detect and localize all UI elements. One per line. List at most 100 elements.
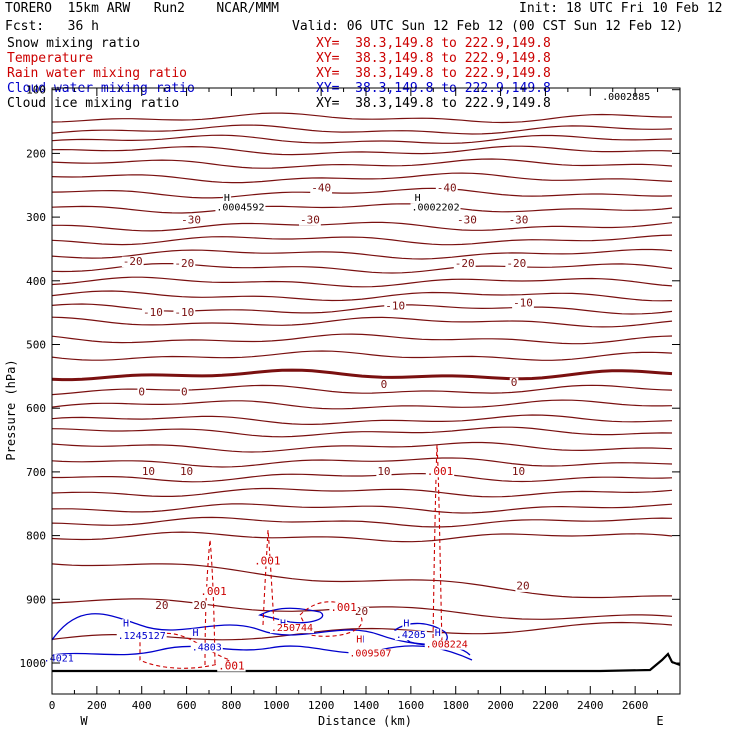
temperature-label-bg (512, 298, 534, 309)
y-tick-label: 300 (26, 211, 46, 224)
temperature-label-bg (515, 581, 531, 592)
x-tick-label: 0 (49, 699, 56, 712)
rain-water-contour (299, 601, 363, 637)
x-tick-label: 800 (221, 699, 241, 712)
rain-max-label-bg (355, 635, 364, 645)
contour-labels: -40 -40-30 -30 -30 -30-20 -20 -20 -20-10 -10 -10-… (42, 92, 652, 672)
cloud-water-label: H (403, 619, 409, 630)
rain-label-bg (425, 466, 455, 478)
temperature-label: 0 (511, 376, 518, 389)
snow-max-label-bg (222, 193, 231, 204)
isotherm-line (51, 158, 673, 169)
rain-label-bg (217, 661, 246, 672)
x-end-label-east: E (656, 714, 663, 728)
temperature-label-bg (192, 600, 208, 612)
isotherm-line (52, 221, 673, 232)
y-tick-label: 500 (26, 339, 46, 352)
legend-label-snow: Snow mixing ratio (7, 36, 141, 51)
cloud-water-label-bg (190, 642, 223, 653)
temperature-label: -30 (509, 213, 529, 226)
isotherm-line (51, 134, 673, 144)
cloud-water-contour (51, 645, 473, 661)
temperature-label: 0 (381, 378, 388, 391)
rain-label-bg (199, 586, 228, 598)
isotherm-line (51, 333, 673, 345)
y-tick-label: 600 (26, 402, 46, 415)
temperature-label-bg (178, 466, 195, 478)
rain-max-label-bg (424, 640, 469, 650)
cloud-water-label: H (193, 628, 199, 639)
cloud-water-label: .4803 (192, 642, 222, 653)
temperature-label-bg (142, 307, 164, 319)
rain-label: .001 (218, 659, 245, 672)
isotherm-line (51, 290, 673, 302)
temperature-label-bg (453, 258, 476, 269)
temperature-label-bg (379, 379, 389, 391)
x-tick-label: 1800 (442, 699, 469, 712)
temperature-label: 0 (138, 385, 145, 398)
legend-xy-snow: XY= 38.3,149.8 to 222.9,149.8 (316, 36, 551, 51)
isotherm-line (51, 145, 673, 156)
temperature-label-bg (509, 377, 519, 389)
valid-time: Valid: 06 UTC Sun 12 Feb 12 (00 CST Sun … (292, 19, 684, 34)
temperature-label-bg (137, 387, 147, 398)
temperature-label: 10 (377, 465, 390, 478)
snow-max-label: H (415, 193, 421, 204)
legend-xy-rain: XY= 38.3,149.8 to 222.9,149.8 (316, 66, 551, 81)
isotherm-line (51, 503, 673, 514)
x-tick-label: 2000 (487, 699, 514, 712)
y-tick-label: 800 (26, 530, 46, 543)
rain-max-label-bg (348, 649, 393, 659)
snow-max-label-bg (413, 193, 422, 204)
rain-label: .001 (254, 554, 281, 567)
x-tick-label: 200 (87, 699, 107, 712)
temperature-label: -10 (513, 296, 533, 309)
legend-xy-temperature: XY= 38.3,149.8 to 222.9,149.8 (316, 51, 551, 66)
init-time: Init: 18 UTC Fri 10 Feb 12 (519, 1, 723, 16)
isotherm-line (51, 487, 673, 498)
isotherm-line (51, 531, 673, 543)
rain-label: .001 (200, 585, 227, 598)
x-tick-label: 2400 (577, 699, 604, 712)
temperature-label-bg (507, 215, 530, 226)
temperature-label: -10 (143, 306, 163, 319)
x-tick-label: 1200 (308, 699, 335, 712)
isotherm-line (51, 414, 673, 426)
rain-water-contour (139, 632, 232, 669)
rain-water-contour (432, 444, 443, 646)
legend-label-temperature: Temperature (7, 51, 94, 66)
x-end-label-west: W (80, 714, 88, 728)
x-tick-label: 1000 (263, 699, 290, 712)
cloud-water-contour (258, 607, 324, 624)
legend-xy-cloud-ice: XY= 38.3,149.8 to 222.9,149.8 (316, 96, 551, 111)
isotherm-line (51, 426, 673, 438)
x-tick-label: 600 (177, 699, 197, 712)
temperature-label-bg (353, 606, 370, 618)
rain-max-label: H (356, 635, 362, 646)
temperature-label: -20 (455, 257, 475, 270)
y-tick-label: 1000 (20, 657, 47, 670)
temperature-label-bg (510, 466, 527, 478)
cloud-water-label: .4205 (396, 630, 426, 641)
rain-water-contour (204, 539, 216, 666)
isotherm-line (51, 263, 673, 274)
rain-max-label: .250744 (271, 623, 313, 634)
isotherm-line (51, 368, 673, 382)
isotherm-lines (51, 112, 673, 641)
isotherm-line (51, 441, 673, 453)
rain-label: .001 (330, 601, 357, 614)
hydrometeor-contours (51, 444, 681, 673)
x-tick-label: 2200 (532, 699, 559, 712)
snow-max-label: .0002202 (411, 203, 459, 214)
isotherm-line (51, 248, 673, 260)
cloud-water-label-bg (42, 654, 75, 664)
isotherm-line (51, 350, 673, 361)
temperature-label-bg (456, 215, 478, 226)
temperature-label: -20 (506, 257, 526, 270)
y-tick-label: 200 (26, 147, 46, 160)
y-axis-label: Pressure (hPa) (4, 359, 18, 460)
isotherm-line (51, 234, 673, 246)
isotherm-line (51, 203, 673, 214)
cloud-water-label-bg (433, 628, 442, 639)
